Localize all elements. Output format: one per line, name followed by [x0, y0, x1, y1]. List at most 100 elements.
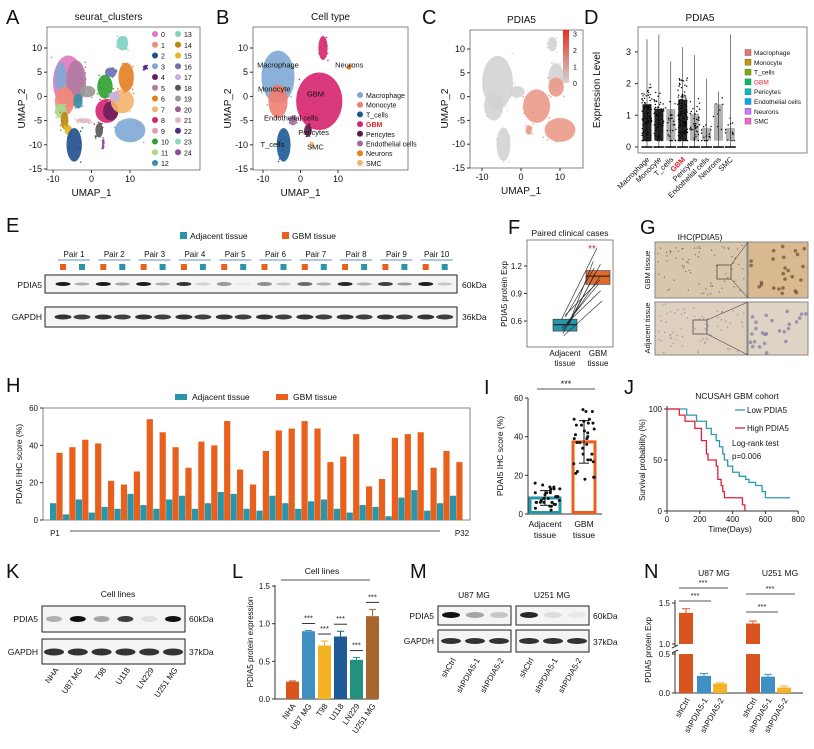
legend-label: 11 — [161, 150, 168, 157]
x-tick-label: 600 — [759, 515, 773, 524]
protein-band — [276, 282, 291, 286]
panel-B-umap — [250, 26, 409, 173]
data-point — [584, 410, 588, 414]
lane-marker-gbm — [140, 264, 147, 270]
umap-cluster — [118, 62, 134, 92]
expression-point — [733, 139, 736, 142]
umap-point — [491, 103, 494, 106]
legend-label: 5 — [161, 86, 165, 93]
bar-adjacent — [437, 503, 444, 520]
lane-marker-gbm — [382, 264, 389, 270]
cell-nucleus — [781, 286, 785, 290]
umap-point — [95, 135, 98, 137]
umap-point — [81, 105, 84, 107]
protein-band — [395, 314, 413, 320]
umap-point — [123, 86, 126, 88]
data-point — [586, 421, 590, 425]
umap-point — [116, 94, 119, 97]
panel-M-western-blot — [437, 605, 590, 653]
cell-nucleus — [724, 320, 727, 322]
expression-point — [662, 103, 664, 105]
expression-point — [647, 91, 650, 94]
bar-adjacent — [153, 508, 160, 520]
expression-point — [732, 132, 734, 134]
cell-nucleus — [783, 277, 787, 281]
data-point — [572, 417, 576, 421]
expression-point — [694, 133, 696, 136]
umap-point — [81, 127, 84, 129]
legend-label: Neurons — [366, 151, 393, 158]
legend-label: GBM tissue — [293, 392, 337, 402]
bar-gbm — [108, 480, 115, 520]
umap-point — [144, 68, 147, 70]
data-point — [533, 506, 537, 510]
y-tick-label: 40 — [514, 433, 523, 442]
bar-adjacent — [320, 499, 328, 520]
cell-nucleus — [782, 329, 787, 334]
legend-label: 8 — [161, 118, 165, 125]
umap-point — [91, 96, 93, 99]
molecular-weight: 60kDa — [462, 280, 487, 290]
expression-point — [650, 86, 652, 89]
expression-point — [678, 78, 681, 80]
data-point — [541, 483, 545, 487]
bar — [334, 636, 347, 699]
umap-point — [273, 109, 275, 112]
y-tick-label: 10 — [238, 43, 248, 53]
cell-nucleus — [731, 255, 733, 258]
protein-band — [93, 616, 110, 622]
legend-label: Pericytes — [754, 89, 781, 96]
cell-nucleus — [688, 259, 690, 261]
cell-nucleus — [675, 247, 677, 249]
legend-swatch — [744, 98, 752, 105]
umap-point — [509, 135, 511, 137]
umap-point — [284, 86, 287, 89]
cell-nucleus — [742, 268, 744, 270]
cell-nucleus — [705, 288, 707, 290]
cell-nucleus — [733, 286, 735, 288]
expression-point — [667, 122, 669, 124]
umap-cluster — [268, 84, 288, 119]
umap-point — [60, 75, 63, 78]
umap-point — [503, 131, 505, 134]
bar-gbm — [327, 462, 334, 520]
cell-nucleus — [668, 288, 671, 291]
expression-point — [641, 110, 643, 112]
ihc-image — [654, 301, 748, 356]
data-point — [581, 408, 585, 412]
umap-point — [307, 113, 309, 115]
legend-marker — [152, 106, 158, 113]
umap-cluster — [116, 35, 129, 51]
umap-point — [288, 121, 291, 124]
umap-point — [529, 125, 531, 128]
cell-nucleus — [659, 247, 662, 249]
legend-label: GBM — [366, 122, 383, 129]
umap-cluster — [318, 36, 328, 60]
umap-point — [283, 156, 286, 159]
umap-point — [315, 119, 317, 122]
expression-point — [689, 126, 692, 128]
legend-marker — [152, 138, 158, 145]
expression-point — [689, 112, 692, 115]
panel-F-boxplot — [524, 239, 614, 348]
bar-gbm — [146, 419, 153, 520]
x-tick-label: 400 — [726, 515, 740, 524]
paired-line — [564, 267, 595, 318]
umap-point — [73, 90, 76, 93]
umap-point — [532, 108, 535, 110]
umap-point — [326, 52, 329, 55]
legend-marker — [175, 74, 181, 80]
legend-label: SMC — [754, 119, 769, 126]
umap-point — [130, 98, 133, 101]
cell-nucleus — [694, 327, 696, 330]
protein-band — [544, 612, 562, 618]
bar-gbm — [340, 456, 347, 520]
umap-point — [552, 61, 555, 64]
bar-gbm — [378, 478, 386, 520]
bar-adjacent — [333, 508, 340, 520]
cell-nucleus — [721, 287, 723, 289]
umap-point — [68, 124, 71, 127]
umap-point — [515, 97, 518, 99]
bar-lower — [679, 654, 693, 693]
umap-point — [549, 86, 551, 88]
